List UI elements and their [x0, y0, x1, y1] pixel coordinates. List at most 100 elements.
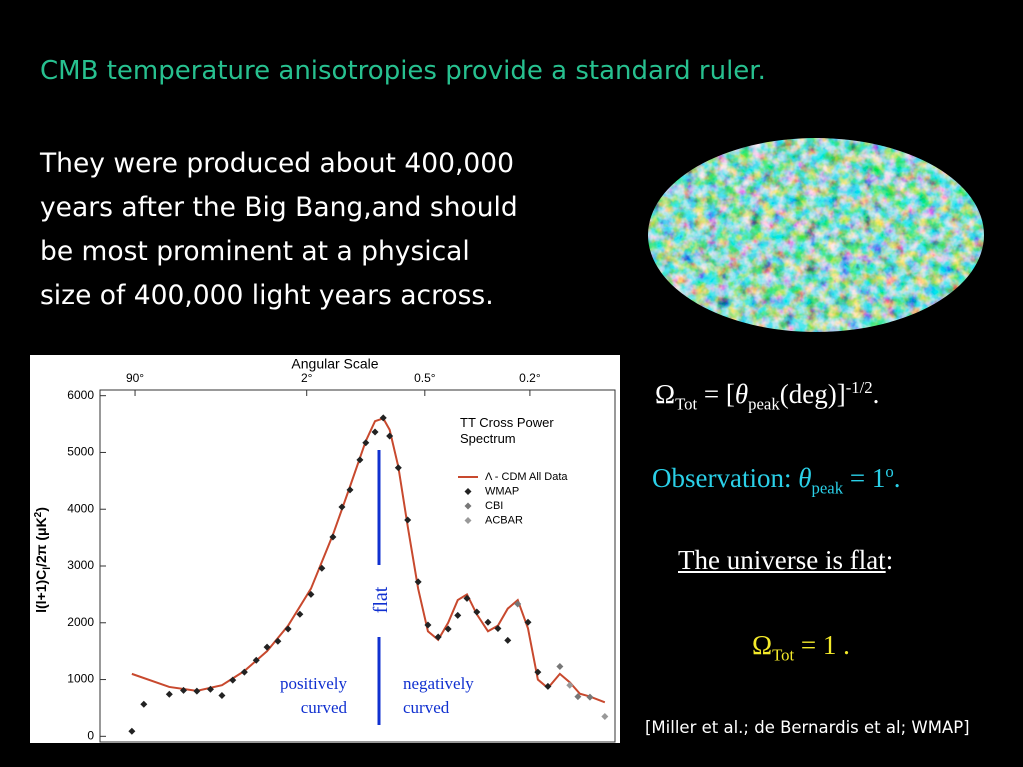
legend-label: WMAP [485, 485, 519, 497]
data-point [444, 625, 452, 633]
annotation: flat [370, 586, 392, 613]
y-tick-label: 5000 [67, 445, 94, 459]
data-point [514, 600, 522, 608]
data-point [338, 503, 346, 511]
annotation: curved [301, 698, 348, 717]
eq-part: Ω [655, 379, 676, 409]
data-point [473, 608, 481, 616]
eq-part: . [872, 379, 880, 409]
chart-background [30, 355, 620, 743]
legend-label: CBI [485, 500, 503, 512]
data-point [386, 432, 394, 440]
data-point [601, 712, 609, 720]
y-tick-label: 0 [87, 728, 94, 742]
data-point [307, 590, 315, 598]
data-point [180, 686, 188, 694]
eq-part: Ω [752, 630, 773, 660]
body-line: size of 400,000 light years across. [40, 280, 494, 311]
data-point [346, 486, 354, 494]
eq-part: θ [798, 463, 812, 493]
data-point [165, 690, 173, 698]
data-point [454, 611, 462, 619]
legend-label: Λ - CDM All Data [485, 471, 568, 483]
data-point [586, 693, 594, 701]
data-point [284, 625, 292, 633]
eq-part: = [ [697, 379, 735, 409]
cmb-texture [648, 138, 984, 332]
legend-swatch [464, 488, 472, 495]
data-point [504, 636, 512, 644]
data-point [463, 594, 471, 602]
x-tick-label: 0.2° [519, 371, 541, 385]
equation: ΩTot = [θpeak(deg)]-1/2. [655, 378, 879, 414]
data-point [414, 578, 422, 586]
data-point [379, 414, 387, 422]
y-tick-label: 1000 [67, 672, 94, 686]
data-point [494, 624, 502, 632]
body-text: They were produced about 400,000 years a… [40, 142, 518, 318]
equation: Observation: θpeak = 1o. [652, 462, 900, 498]
eq-part: Observation: [652, 463, 799, 493]
legend-title: TT Cross Power [460, 415, 554, 430]
x-tick-label: 2° [301, 371, 313, 385]
legend-swatch [464, 517, 472, 524]
data-point [371, 428, 379, 436]
data-point [566, 681, 574, 689]
data-point [524, 618, 532, 626]
data-point [574, 693, 582, 701]
legend-swatch [464, 502, 472, 510]
annotation: negatively [403, 674, 474, 693]
equation: ΩTot = 1 . [752, 630, 850, 665]
legend-title: Spectrum [460, 431, 516, 446]
data-point [556, 662, 564, 670]
data-point [434, 633, 442, 641]
data-point [229, 676, 237, 684]
eq-part: -1/2 [845, 378, 873, 397]
legend-label: ACBAR [485, 514, 523, 526]
data-point [484, 618, 492, 626]
data-point [274, 637, 282, 645]
body-line: years after the Big Bang,and should [40, 192, 518, 223]
y-label-part: 2 [33, 511, 44, 517]
data-point [206, 685, 214, 693]
y-label-part: l [42, 567, 53, 570]
data-point [140, 700, 148, 708]
eq-part: (deg)] [779, 379, 846, 409]
y-tick-label: 4000 [67, 501, 94, 515]
annotation: positively [280, 674, 348, 693]
y-label-part: l(l+1)C [33, 570, 49, 613]
data-point [263, 643, 271, 651]
y-tick-label: 2000 [67, 615, 94, 629]
x-axis-title: Angular Scale [291, 356, 378, 372]
slide-title: CMB temperature anisotropies provide a s… [40, 56, 766, 86]
cmb-map [648, 138, 984, 332]
x-tick-label: 90° [126, 371, 144, 385]
data-point [252, 656, 260, 664]
y-axis-title: l(l+1)Cl/2π (μK2) [33, 507, 53, 613]
eq-part: Tot [675, 394, 698, 414]
data-point [318, 564, 326, 572]
body-line: They were produced about 400,000 [40, 148, 514, 179]
eq-part: = 1 [843, 463, 886, 493]
body-line: be most prominent at a physical [40, 236, 470, 267]
eq-part: o [885, 462, 894, 481]
eq-part: θ [734, 379, 749, 409]
data-point [296, 610, 304, 618]
data-point [362, 439, 370, 447]
equation: The universe is flat: [678, 545, 893, 576]
eq-part: . [893, 463, 901, 493]
x-tick-label: 0.5° [414, 371, 436, 385]
eq-part: = 1 . [794, 630, 850, 660]
eq-part: peak [811, 478, 844, 498]
citation: [Miller et al.; de Bernardis et al; WMAP… [645, 718, 970, 737]
y-tick-label: 3000 [67, 558, 94, 572]
data-point [356, 456, 364, 464]
eq-part: Tot [772, 645, 795, 665]
data-point [240, 668, 248, 676]
chart: Angular Scale l(l+1)Cl/2π (μK2) TT Cross… [30, 355, 620, 743]
data-point [424, 621, 432, 629]
data-point [193, 687, 201, 695]
y-label-part: /2π (μK [33, 517, 49, 567]
data-point [218, 691, 226, 699]
y-label-part: ) [33, 507, 49, 512]
